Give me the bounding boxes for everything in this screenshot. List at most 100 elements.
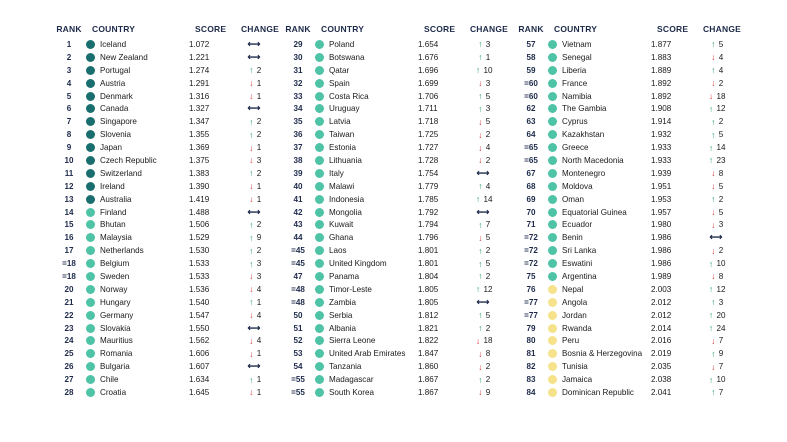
- score-cell: 1.562: [189, 336, 210, 346]
- table-row: 9 Japan 1.369 ↓ 1: [52, 141, 304, 154]
- rank-cell: 12: [64, 181, 74, 191]
- category-dot-icon: [548, 375, 557, 385]
- country-name: Greece: [562, 143, 589, 153]
- rank-cell: 32: [293, 78, 303, 88]
- category-dot-icon: [548, 194, 557, 204]
- country-cell: Spain: [315, 78, 418, 88]
- country-name: Madagascar: [329, 375, 374, 385]
- country-cell: Denmark: [86, 91, 189, 101]
- rank-header: RANK: [285, 24, 311, 34]
- change-value: 5: [485, 310, 491, 320]
- change-value: 5: [718, 39, 724, 49]
- score-cell: 1.792: [418, 207, 439, 217]
- table-row: 35 Latvia 1.718 ↓ 5: [281, 115, 533, 128]
- change-value: 5: [718, 181, 724, 191]
- rank-cell: =55: [291, 375, 305, 385]
- table-row: 43 Kuwait 1.794 ↑ 7: [281, 218, 533, 231]
- table-row: 11 Switzerland 1.383 ↑ 2: [52, 167, 304, 180]
- country-cell: Canada: [86, 104, 189, 114]
- rank-cell: 31: [293, 65, 303, 75]
- country-cell: Sri Lanka: [548, 246, 651, 256]
- country-cell: Germany: [86, 310, 189, 320]
- score-cell: 1.529: [189, 233, 210, 243]
- arrow-down-icon: ↓: [711, 78, 716, 89]
- change-cell: ↑ 3: [462, 39, 504, 49]
- change-cell: ↓ 4: [233, 310, 275, 320]
- arrow-down-icon: ↓: [249, 387, 254, 398]
- rank-cell: 16: [64, 233, 74, 243]
- country-name: Montenegro: [562, 168, 606, 178]
- rank-cell: 11: [64, 168, 74, 178]
- change-cell: ↑ 1: [462, 52, 504, 62]
- rank-cell: =18: [62, 271, 76, 281]
- country-name: Sweden: [100, 271, 130, 281]
- table-row: 21 Hungary 1.540 ↑ 1: [52, 296, 304, 309]
- table-row: 51 Albania 1.821 ↑ 2: [281, 322, 533, 335]
- country-header: COUNTRY: [321, 24, 365, 34]
- category-dot-icon: [548, 387, 557, 397]
- country-name: Romania: [100, 349, 133, 359]
- change-cell: ↓ 3: [233, 271, 275, 281]
- table-row: 75 Argentina 1.989 ↓ 8: [514, 270, 766, 283]
- change-value: 4: [256, 336, 262, 346]
- country-name: Austria: [100, 78, 126, 88]
- country-name: Tanzania: [329, 362, 362, 372]
- country-cell: Bulgaria: [86, 362, 189, 372]
- rank-cell: =77: [524, 310, 538, 320]
- score-cell: 1.706: [418, 91, 439, 101]
- change-cell: ↑ 2: [233, 220, 275, 230]
- arrow-down-icon: ↓: [478, 155, 483, 166]
- category-dot-icon: [548, 271, 557, 281]
- arrow-down-icon: ↓: [249, 181, 254, 192]
- change-cell: ↑ 2: [695, 117, 737, 127]
- country-name: Hungary: [100, 297, 131, 307]
- rank-cell: 28: [64, 387, 74, 397]
- change-cell: ↓ 1: [233, 387, 275, 397]
- change-value: 1: [256, 375, 262, 385]
- arrow-up-icon: ↑: [249, 297, 254, 308]
- table-row: 40 Malawi 1.779 ↑ 4: [281, 180, 533, 193]
- country-name: Malaysia: [100, 233, 132, 243]
- table-row: 68 Moldova 1.951 ↓ 5: [514, 180, 766, 193]
- change-value: 20: [716, 310, 726, 320]
- country-cell: Malawi: [315, 181, 418, 191]
- category-dot-icon: [86, 168, 95, 178]
- rank-cell: =72: [524, 233, 538, 243]
- score-header: SCORE: [657, 24, 689, 34]
- arrow-down-icon: ↓: [711, 361, 716, 372]
- table-row: 28 Croatia 1.645 ↓ 1: [52, 386, 304, 399]
- country-cell: Mongolia: [315, 207, 418, 217]
- arrow-up-icon: ↑: [475, 65, 481, 76]
- country-name: Latvia: [329, 117, 351, 127]
- category-dot-icon: [548, 78, 557, 88]
- arrow-up-icon: ↑: [249, 219, 254, 230]
- table-row: =55 Madagascar 1.867 ↑ 2: [281, 373, 533, 386]
- arrow-down-icon: ↓: [249, 194, 254, 205]
- score-cell: 1.914: [651, 117, 672, 127]
- country-name: France: [562, 78, 588, 88]
- category-dot-icon: [86, 387, 95, 397]
- country-cell: Switzerland: [86, 168, 189, 178]
- category-dot-icon: [315, 194, 324, 204]
- score-cell: 1.877: [651, 39, 672, 49]
- country-name: Belgium: [100, 259, 130, 269]
- category-dot-icon: [315, 297, 324, 307]
- country-cell: Kazakhstan: [548, 130, 651, 140]
- category-dot-icon: [548, 220, 557, 230]
- country-name: Ghana: [329, 233, 354, 243]
- change-cell: ⟷: [233, 207, 275, 218]
- country-name: Jordan: [562, 310, 587, 320]
- category-dot-icon: [86, 39, 95, 49]
- country-name: Uruguay: [329, 104, 360, 114]
- score-cell: 1.892: [651, 78, 672, 88]
- rank-cell: 57: [526, 39, 536, 49]
- change-cell: ↓ 1: [233, 194, 275, 204]
- score-cell: 1.390: [189, 181, 210, 191]
- score-cell: 1.986: [651, 246, 672, 256]
- category-dot-icon: [86, 336, 95, 346]
- arrow-down-icon: ↓: [249, 271, 254, 282]
- arrow-up-icon: ↑: [711, 194, 716, 205]
- score-cell: 1.676: [418, 52, 439, 62]
- rank-cell: 80: [526, 336, 536, 346]
- change-cell: ↑ 10: [695, 375, 737, 385]
